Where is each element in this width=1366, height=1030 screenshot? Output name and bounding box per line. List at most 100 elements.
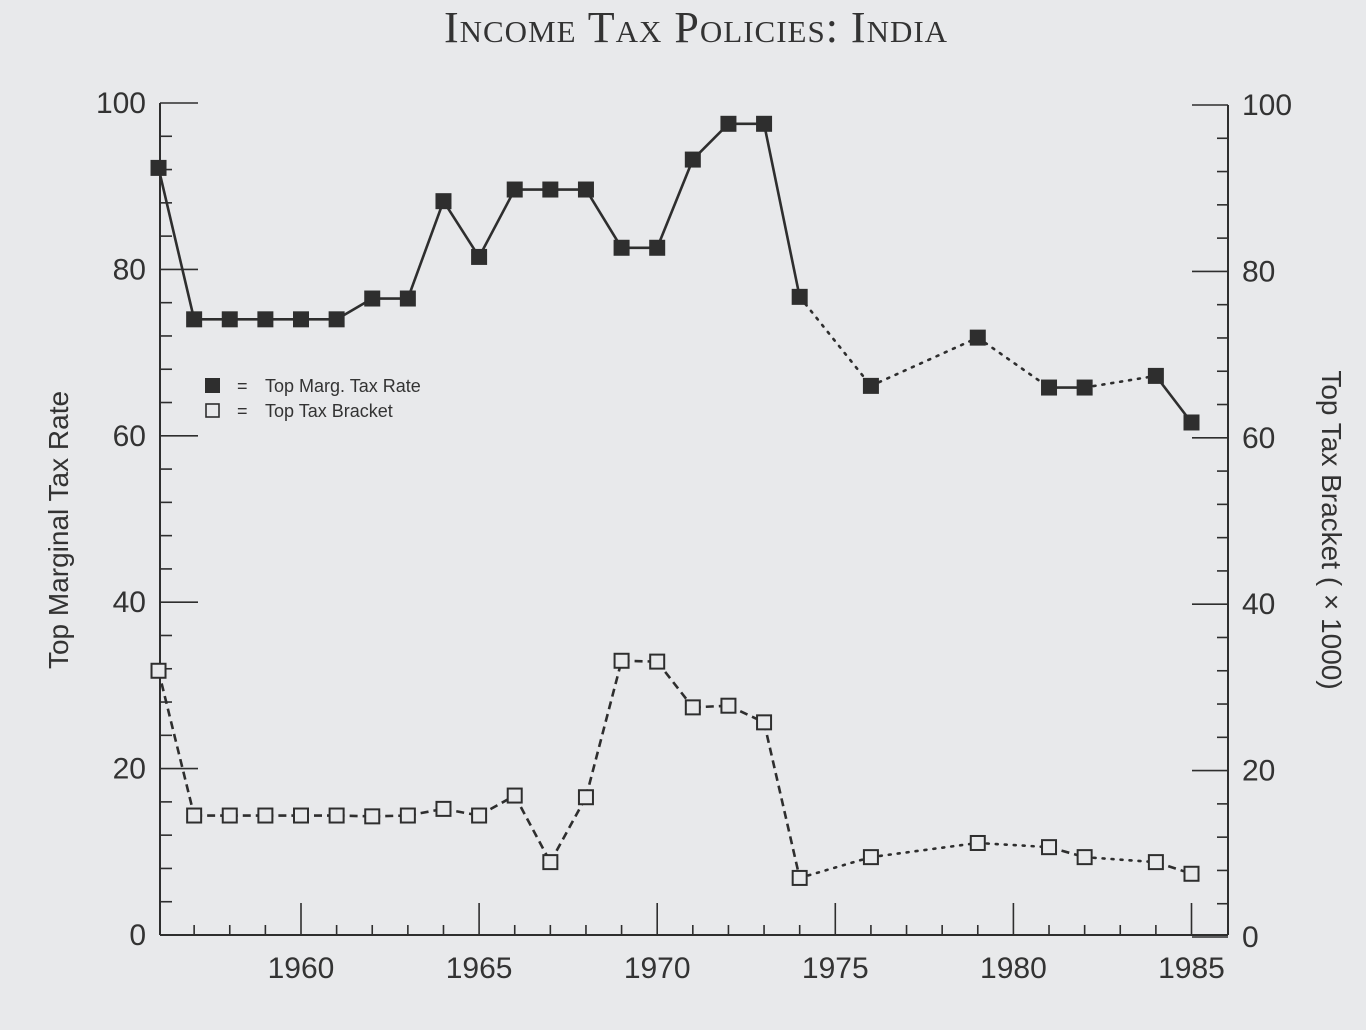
filled-square-marker [969, 329, 986, 346]
filled-square-marker [399, 290, 416, 307]
filled-square-marker [720, 115, 737, 132]
y-tick-label-left: 0 [129, 919, 146, 952]
series-segment-dotted [1083, 374, 1158, 389]
legend-open-square-icon [205, 403, 220, 418]
series-segment [442, 200, 481, 258]
open-square-marker [257, 807, 274, 824]
series-segment [762, 722, 801, 879]
series-segment [477, 188, 516, 258]
x-tick-label: 1960 [268, 952, 335, 985]
open-square-marker [364, 808, 381, 825]
filled-square-marker [435, 193, 452, 210]
open-square-marker [577, 789, 594, 806]
filled-square-marker [1147, 367, 1164, 384]
series-segment [584, 188, 623, 249]
legend-equals: = [237, 376, 248, 396]
open-square-marker [791, 869, 808, 886]
x-tick-label: 1980 [980, 952, 1047, 985]
open-square-marker [399, 807, 416, 824]
series-segment [157, 167, 196, 320]
series-segment [762, 123, 801, 298]
series-segment-dotted [1083, 855, 1158, 864]
filled-square-marker [293, 311, 309, 328]
y-tick-label-right: 40 [1242, 588, 1275, 621]
y-tick-label-right: 60 [1242, 422, 1275, 455]
filled-square-marker [684, 151, 701, 168]
chart-title: Income Tax Policies: India [443, 3, 949, 52]
legend-label: Top Tax Bracket [265, 401, 393, 421]
open-square-marker [969, 834, 986, 851]
open-square-marker [542, 854, 559, 871]
filled-square-marker [506, 181, 523, 198]
filled-square-marker [542, 181, 559, 198]
series-segment [157, 670, 196, 816]
filled-square-marker [613, 239, 630, 256]
open-square-marker [221, 807, 238, 824]
series-segment-dotted [869, 841, 980, 859]
filled-square-marker [257, 311, 274, 328]
series-top-tax-bracket [150, 652, 1200, 886]
series-segment [406, 200, 445, 299]
open-square-marker [328, 807, 345, 824]
open-square-marker [1076, 849, 1093, 866]
filled-square-marker [364, 290, 381, 307]
y-tick-label-right: 80 [1242, 255, 1275, 288]
y-tick-label-left: 20 [113, 753, 146, 786]
x-tick-label: 1985 [1158, 952, 1225, 985]
series-segment-dotted [976, 336, 1051, 389]
filled-square-marker [577, 181, 594, 198]
legend-equals: = [237, 401, 248, 421]
open-square-marker [506, 787, 523, 804]
series-top-marginal-tax-rate [150, 115, 1200, 431]
filled-square-marker [862, 377, 879, 394]
series-segment [655, 159, 695, 249]
y-tick-label-left: 40 [113, 586, 146, 619]
filled-square-marker [1076, 379, 1093, 396]
series-segment [513, 794, 552, 863]
y-tick-label-right: 100 [1242, 89, 1292, 122]
y-tick-label-right: 20 [1242, 755, 1275, 788]
open-square-marker [1183, 865, 1200, 882]
open-square-marker [471, 807, 488, 824]
series-segment-dotted [869, 336, 980, 388]
open-square-marker [1041, 839, 1058, 856]
filled-square-marker [1183, 414, 1200, 431]
axes: 0 20 40 60 80 100 0 20 40 60 80 100 1960 1965 1970 1975… [96, 87, 1292, 985]
x-tick-label: 1975 [802, 952, 869, 985]
open-square-marker [186, 807, 203, 824]
legend-filled-square-icon [205, 378, 220, 393]
filled-square-marker [150, 159, 167, 176]
filled-square-marker [186, 311, 203, 328]
legend-label: Top Marg. Tax Rate [265, 376, 421, 396]
open-square-marker [293, 807, 309, 824]
y-tick-label-left: 100 [96, 87, 146, 120]
filled-square-marker [756, 115, 773, 132]
open-square-marker [862, 849, 879, 866]
series-segment-dotted [798, 855, 873, 880]
series-segment [549, 796, 588, 863]
open-square-marker [613, 652, 630, 669]
series-segment-dotted [976, 841, 1051, 849]
filled-square-marker [471, 248, 488, 265]
filled-square-marker [1041, 379, 1058, 396]
legend: = Top Marg. Tax Rate = Top Tax Bracket [205, 376, 421, 421]
filled-square-marker [649, 239, 666, 256]
filled-square-marker [328, 311, 345, 328]
x-tick-label: 1965 [446, 952, 513, 985]
open-square-marker [720, 697, 737, 714]
y-axis-title-right: Top Tax Bracket ( × 1000) [1316, 370, 1347, 689]
open-square-marker [1147, 854, 1164, 871]
open-square-marker [684, 699, 701, 716]
open-square-marker [150, 662, 167, 679]
series-segment-dotted [798, 295, 873, 388]
series-layer [150, 115, 1200, 886]
y-axis-title-left: Top Marginal Tax Rate [43, 391, 74, 669]
y-tick-label-left: 60 [113, 420, 146, 453]
open-square-marker [435, 800, 452, 817]
y-tick-label-right: 0 [1242, 921, 1259, 954]
series-segment [656, 660, 694, 709]
open-square-marker [756, 714, 773, 731]
y-tick-label-left: 80 [113, 253, 146, 286]
filled-square-marker [221, 311, 238, 328]
